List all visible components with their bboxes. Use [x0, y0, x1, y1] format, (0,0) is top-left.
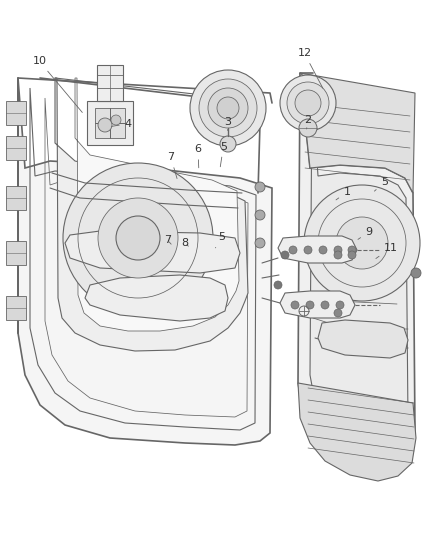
Text: 3: 3	[224, 117, 231, 131]
Circle shape	[336, 301, 344, 309]
Circle shape	[321, 301, 329, 309]
Circle shape	[116, 216, 160, 260]
Polygon shape	[85, 275, 228, 321]
Polygon shape	[65, 231, 240, 273]
Circle shape	[280, 75, 336, 131]
FancyBboxPatch shape	[6, 136, 26, 160]
Text: 7: 7	[167, 152, 177, 179]
Text: 10: 10	[32, 56, 82, 112]
Circle shape	[295, 90, 321, 116]
Circle shape	[281, 251, 289, 259]
Circle shape	[319, 246, 327, 254]
Circle shape	[304, 246, 312, 254]
FancyBboxPatch shape	[6, 186, 26, 210]
Text: 7: 7	[164, 235, 171, 245]
Polygon shape	[300, 73, 415, 193]
Circle shape	[348, 246, 356, 254]
Circle shape	[334, 251, 342, 259]
Polygon shape	[55, 78, 248, 351]
FancyBboxPatch shape	[6, 241, 26, 265]
Circle shape	[208, 88, 248, 128]
Circle shape	[291, 301, 299, 309]
Circle shape	[274, 281, 282, 289]
Text: 4: 4	[111, 119, 132, 128]
Polygon shape	[97, 65, 123, 101]
Circle shape	[336, 217, 388, 269]
Circle shape	[217, 97, 239, 119]
Circle shape	[304, 185, 420, 301]
Text: 5: 5	[374, 177, 388, 191]
Polygon shape	[87, 101, 133, 145]
Polygon shape	[318, 320, 408, 358]
Circle shape	[334, 309, 342, 317]
Text: 12: 12	[297, 49, 323, 88]
Polygon shape	[18, 78, 272, 445]
Circle shape	[306, 301, 314, 309]
Circle shape	[190, 70, 266, 146]
Circle shape	[220, 136, 236, 152]
Polygon shape	[298, 383, 416, 481]
Circle shape	[289, 246, 297, 254]
Polygon shape	[278, 236, 357, 263]
Circle shape	[111, 115, 121, 125]
Circle shape	[98, 118, 112, 132]
Circle shape	[348, 251, 356, 259]
FancyBboxPatch shape	[6, 296, 26, 320]
Text: 9: 9	[358, 227, 373, 239]
Polygon shape	[298, 73, 415, 475]
FancyBboxPatch shape	[6, 101, 26, 125]
Circle shape	[287, 82, 329, 124]
Circle shape	[255, 238, 265, 248]
Polygon shape	[280, 291, 355, 318]
Text: 5: 5	[220, 142, 227, 167]
Circle shape	[255, 210, 265, 220]
Circle shape	[334, 246, 342, 254]
Text: 8: 8	[182, 238, 189, 247]
Text: 6: 6	[194, 144, 201, 168]
Text: 5: 5	[215, 232, 225, 248]
Circle shape	[411, 268, 421, 278]
Circle shape	[98, 198, 178, 278]
Text: 11: 11	[376, 243, 398, 259]
Circle shape	[299, 119, 317, 137]
Text: 1: 1	[336, 187, 351, 200]
Polygon shape	[95, 108, 125, 138]
Polygon shape	[310, 83, 408, 461]
Text: 2: 2	[304, 115, 311, 129]
Circle shape	[255, 182, 265, 192]
Polygon shape	[75, 78, 239, 331]
Circle shape	[199, 79, 257, 137]
Circle shape	[63, 163, 213, 313]
